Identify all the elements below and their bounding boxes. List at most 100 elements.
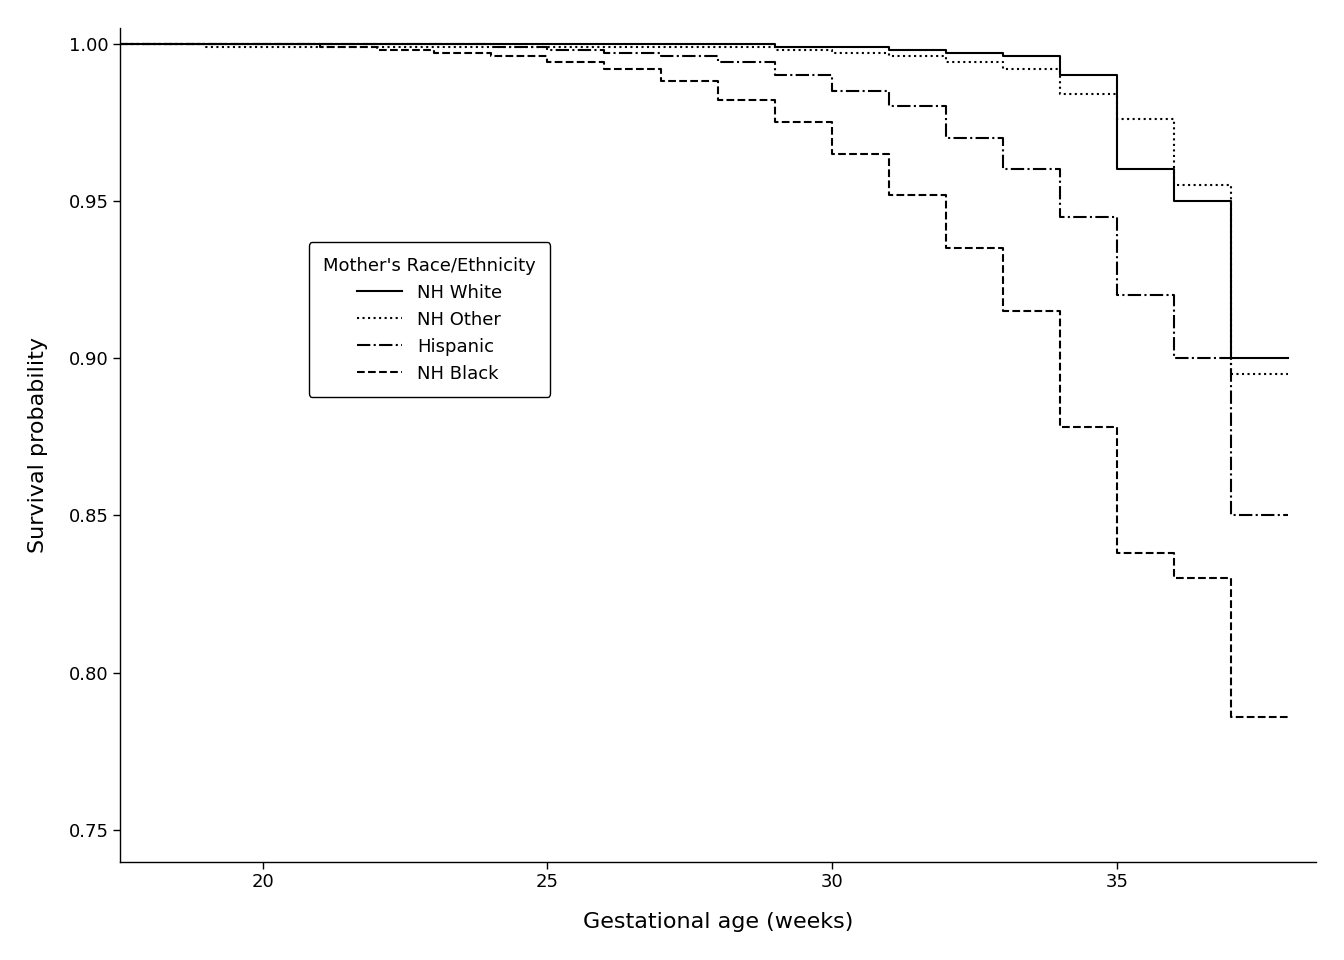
NH Other: [767, 41, 784, 53]
NH Black: [710, 94, 726, 106]
NH White: [1052, 50, 1068, 61]
Hispanic: [938, 101, 954, 112]
NH Black: [1279, 711, 1296, 723]
NH Other: [255, 41, 271, 53]
NH Black: [767, 116, 784, 128]
NH Black: [368, 41, 384, 53]
NH White: [824, 41, 840, 53]
NH White: [882, 41, 898, 53]
NH White: [1223, 195, 1239, 206]
NH Other: [426, 41, 442, 53]
NH Black: [312, 41, 328, 53]
NH White: [710, 37, 726, 49]
NH Black: [482, 50, 499, 61]
NH Other: [938, 57, 954, 68]
Line: NH Other: NH Other: [121, 43, 1288, 373]
Hispanic: [710, 50, 726, 61]
Hispanic: [1109, 290, 1125, 301]
Hispanic: [653, 47, 669, 59]
NH Other: [1223, 368, 1239, 379]
NH Other: [1165, 180, 1181, 191]
NH Other: [539, 41, 555, 53]
NH Black: [426, 44, 442, 56]
NH White: [1165, 195, 1181, 206]
Hispanic: [1165, 290, 1181, 301]
NH White: [597, 37, 613, 49]
NH White: [255, 37, 271, 49]
Hispanic: [597, 44, 613, 56]
NH Black: [597, 57, 613, 68]
NH Other: [653, 41, 669, 53]
NH Black: [539, 57, 555, 68]
NH White: [255, 37, 271, 49]
Hispanic: [1223, 352, 1239, 364]
Legend: NH White, NH Other, Hispanic, NH Black: NH White, NH Other, Hispanic, NH Black: [309, 242, 551, 397]
NH Other: [312, 41, 328, 53]
NH Black: [653, 63, 669, 75]
Hispanic: [882, 84, 898, 96]
NH Black: [995, 242, 1011, 253]
Hispanic: [767, 69, 784, 81]
NH White: [426, 37, 442, 49]
NH Other: [1279, 368, 1296, 379]
Line: NH Black: NH Black: [121, 43, 1288, 717]
NH Other: [198, 37, 214, 49]
Hispanic: [1052, 163, 1068, 175]
NH Black: [312, 37, 328, 49]
NH Black: [824, 148, 840, 159]
Line: Hispanic: Hispanic: [121, 43, 1288, 516]
NH White: [938, 44, 954, 56]
Hispanic: [767, 57, 784, 68]
NH Black: [1109, 421, 1125, 433]
NH Black: [1223, 711, 1239, 723]
NH White: [113, 37, 129, 49]
NH Other: [824, 47, 840, 59]
Hispanic: [995, 163, 1011, 175]
NH Other: [653, 41, 669, 53]
NH Other: [882, 50, 898, 61]
NH Other: [426, 41, 442, 53]
Hispanic: [710, 57, 726, 68]
NH Black: [882, 148, 898, 159]
NH Black: [995, 305, 1011, 317]
NH Black: [1052, 421, 1068, 433]
Hispanic: [597, 47, 613, 59]
Hispanic: [882, 101, 898, 112]
Hispanic: [824, 69, 840, 81]
NH White: [653, 37, 669, 49]
NH Other: [1052, 63, 1068, 75]
NH White: [938, 47, 954, 59]
NH White: [1279, 352, 1296, 364]
NH White: [539, 37, 555, 49]
NH White: [767, 41, 784, 53]
NH White: [597, 37, 613, 49]
NH White: [312, 37, 328, 49]
NH Other: [1223, 180, 1239, 191]
NH Black: [539, 50, 555, 61]
NH White: [767, 37, 784, 49]
NH Black: [1223, 573, 1239, 585]
NH Black: [1165, 573, 1181, 585]
X-axis label: Gestational age (weeks): Gestational age (weeks): [583, 912, 853, 932]
Hispanic: [482, 37, 499, 49]
NH Other: [767, 44, 784, 56]
NH White: [995, 47, 1011, 59]
NH Black: [426, 47, 442, 59]
NH White: [710, 37, 726, 49]
NH White: [824, 41, 840, 53]
NH White: [1165, 163, 1181, 175]
NH Other: [995, 63, 1011, 75]
NH Other: [368, 41, 384, 53]
NH Other: [1109, 88, 1125, 100]
Line: NH White: NH White: [121, 43, 1288, 358]
Hispanic: [539, 41, 555, 53]
Hispanic: [995, 132, 1011, 144]
Hispanic: [113, 37, 129, 49]
NH White: [368, 37, 384, 49]
NH Other: [113, 37, 129, 49]
NH White: [482, 37, 499, 49]
NH White: [482, 37, 499, 49]
NH Other: [482, 41, 499, 53]
NH Black: [938, 242, 954, 253]
NH Black: [1165, 547, 1181, 559]
